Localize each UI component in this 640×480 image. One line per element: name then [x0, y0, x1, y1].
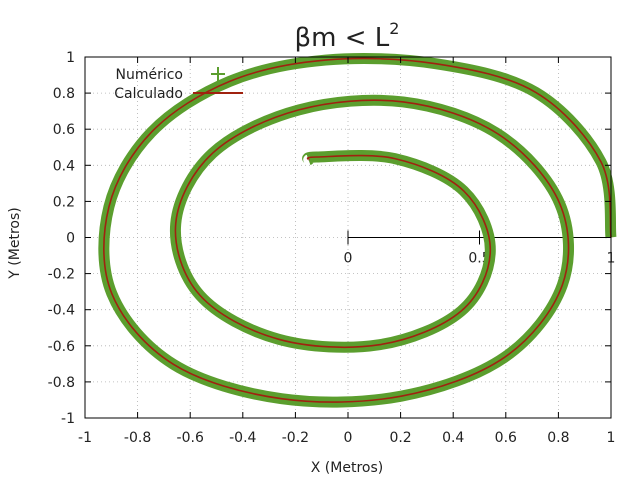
- y-tick-label: 0.4: [53, 158, 75, 174]
- series-numerico-line: [98, 52, 617, 408]
- y-tick-label: -0.2: [48, 267, 75, 283]
- x-tick-label: 0.8: [547, 430, 569, 446]
- x-tick-label: -0.2: [282, 430, 309, 446]
- series-numerico: [98, 52, 617, 408]
- y-tick-label: -0.4: [48, 303, 75, 319]
- x-tick-label: -0.8: [124, 430, 151, 446]
- x-tick-label: 0: [344, 430, 353, 446]
- legend-label-calculado: Calculado: [114, 86, 183, 102]
- inner-axis-tick-label: 0: [344, 251, 353, 267]
- y-tick-label: 1: [66, 50, 75, 66]
- x-tick-label: 0.4: [442, 430, 464, 446]
- series-calculado: [103, 57, 612, 403]
- chart-title-superscript: 2: [389, 19, 399, 38]
- y-tick-label: -0.6: [48, 339, 75, 355]
- y-tick-label: -1: [61, 411, 75, 427]
- legend-label-numerico: Numérico: [115, 67, 183, 83]
- y-axis-label: Y (Metros): [7, 207, 23, 279]
- inner-axis: 0 0.5 1: [344, 230, 615, 267]
- x-axis-label: X (Metros): [311, 460, 383, 476]
- axis-ticks: -1 -0.8 -0.6 -0.4 -0.2 0 0.2 0.4 0.6 0.8 1 -1 -0.8 -0…: [48, 50, 616, 446]
- x-tick-label: 0.2: [389, 430, 411, 446]
- chart-title-main: βm < L: [295, 23, 390, 53]
- y-tick-label: 0.6: [53, 122, 75, 138]
- x-tick-label: -1: [78, 430, 92, 446]
- x-tick-label: 1: [607, 430, 616, 446]
- y-tick-label: 0.8: [53, 86, 75, 102]
- y-tick-label: -0.8: [48, 375, 75, 391]
- legend: Numérico Calculado: [114, 67, 243, 102]
- series-calculado-line: [103, 57, 612, 403]
- chart-title: βm < L2: [295, 19, 400, 53]
- y-tick-label: 0.2: [53, 194, 75, 210]
- x-tick-label: -0.6: [177, 430, 204, 446]
- x-tick-label: 0.6: [495, 430, 517, 446]
- legend-marker-numerico: [211, 67, 225, 81]
- y-tick-label: 0: [66, 231, 75, 247]
- x-tick-label: -0.4: [229, 430, 256, 446]
